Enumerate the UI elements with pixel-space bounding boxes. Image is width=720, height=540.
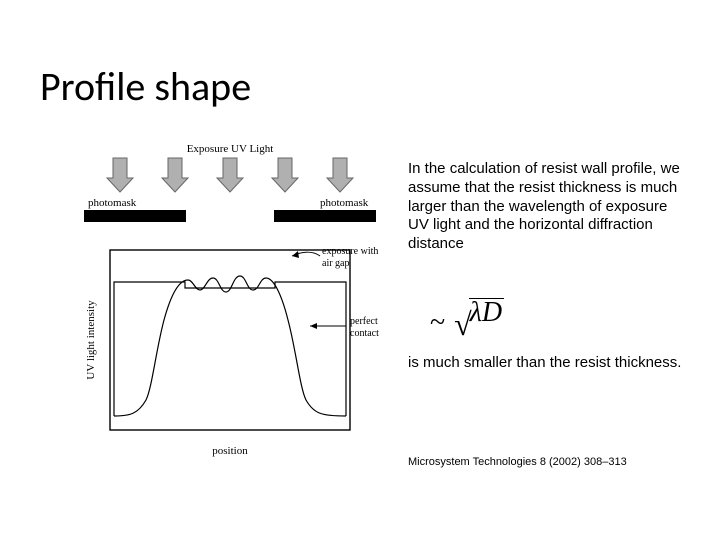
plot-area (110, 250, 350, 430)
airgap-annot-line1: exposure with (322, 246, 378, 257)
exposure-label: Exposure UV Light (187, 143, 274, 155)
perfect-annot-line2: contact (350, 328, 379, 339)
perfect-annot-line1: perfect (350, 316, 378, 327)
airgap-curve (114, 276, 346, 416)
y-axis-label: UV light intensity (85, 300, 97, 380)
perfect-annotation: perfect contact (310, 316, 379, 339)
airgap-annot-line2: air gap (322, 258, 350, 269)
photomask-right (274, 210, 376, 222)
page-title: Profile shape (40, 62, 251, 111)
figure-svg: Exposure UV Light photomask photomask ex… (60, 140, 380, 470)
citation-text: Microsystem Technologies 8 (2002) 308–31… (408, 456, 627, 468)
uv-arrows (107, 158, 353, 192)
perfect-contact-curve (114, 282, 346, 416)
diffraction-formula: ~ √λD (430, 298, 504, 343)
x-axis-label: position (212, 445, 248, 457)
body-paragraph-2: is much smaller than the resist thicknes… (408, 354, 688, 373)
formula-d: D (482, 297, 502, 328)
figure-container: Exposure UV Light photomask photomask ex… (60, 140, 380, 470)
body-paragraph-1: In the calculation of resist wall profil… (408, 160, 688, 254)
formula-lambda: λ (470, 297, 482, 328)
photomask-label-right: photomask (320, 197, 369, 209)
photomask-label-left: photomask (88, 197, 137, 209)
photomask-left (84, 210, 186, 222)
